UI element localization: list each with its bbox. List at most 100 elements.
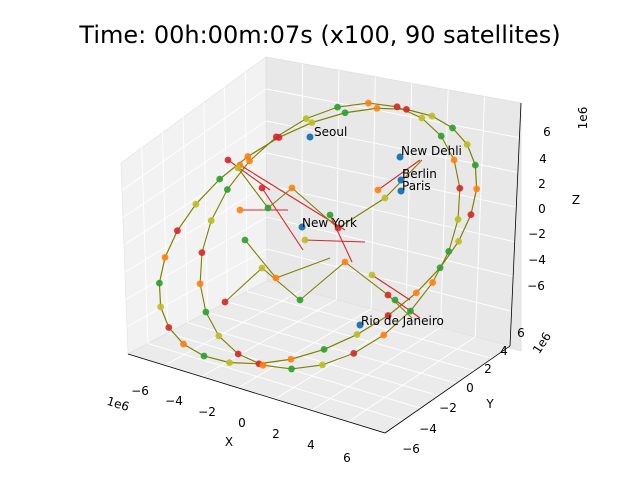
satellite-marker — [207, 217, 215, 225]
satellite-link — [344, 107, 378, 114]
satellite-marker — [221, 298, 229, 306]
grid-line — [121, 88, 267, 191]
city-marker-new-york — [298, 223, 306, 231]
satellite-link — [168, 327, 184, 345]
satellite-link — [415, 267, 441, 294]
satellite-marker — [226, 359, 233, 367]
grid-line — [301, 63, 303, 291]
satellite-link — [262, 364, 292, 370]
z-tick-labels: −6 −4 −2 0 2 4 6 — [527, 125, 551, 293]
grid-line — [125, 216, 267, 300]
grid-line — [126, 248, 268, 328]
y-tick-label: 6 — [517, 326, 525, 340]
satellite-link — [195, 178, 221, 205]
grid-line — [147, 343, 403, 422]
y-axis-label: Y — [485, 397, 494, 411]
satellite-link — [406, 108, 433, 117]
satellite-marker — [308, 119, 316, 127]
satellite-link — [337, 197, 386, 229]
satellite-marker — [246, 157, 253, 165]
x-axis-label: X — [225, 435, 233, 449]
grid-line — [237, 308, 372, 389]
grid-line — [164, 289, 302, 366]
x-tick-label: 6 — [343, 451, 351, 465]
grid-line — [207, 311, 457, 384]
grid-line — [187, 322, 439, 397]
satellite-marker — [436, 264, 444, 272]
y-tick-label: −2 — [439, 401, 457, 415]
satellite-marker — [157, 303, 165, 311]
satellite-marker — [454, 215, 462, 223]
satellite-link — [470, 188, 478, 215]
satellite-link — [276, 118, 307, 138]
grid-lines — [121, 63, 520, 423]
satellite-link — [290, 348, 325, 360]
satellite-marker — [301, 236, 309, 244]
satellite-link — [368, 102, 398, 108]
y-tick-labels: −6 −4 −2 0 2 4 6 — [402, 326, 525, 456]
satellite-link — [466, 144, 476, 166]
x-tick-label: −4 — [165, 394, 183, 408]
grid-line — [123, 152, 267, 246]
satellite-link — [311, 112, 346, 124]
y-tick-label: −6 — [402, 442, 420, 456]
satellite-marker — [224, 156, 232, 164]
satellite-link — [278, 122, 313, 138]
satellite-link — [291, 187, 339, 229]
satellite-marker — [334, 103, 341, 111]
satellite-marker — [287, 355, 295, 363]
satellite-link — [306, 106, 338, 120]
grid-line — [266, 216, 514, 278]
satellite-marker — [216, 175, 224, 183]
satellite-marker — [384, 312, 392, 319]
city-label: New Dehli — [401, 144, 462, 158]
grid-line — [161, 132, 169, 334]
satellite-link — [329, 214, 353, 263]
satellite-link — [275, 257, 331, 279]
satellite-marker — [200, 352, 208, 360]
satellite-marker — [373, 104, 381, 112]
satellite-marker — [341, 109, 349, 117]
grid-line — [266, 248, 512, 312]
satellite-marker — [180, 340, 187, 348]
satellite-link — [158, 283, 162, 307]
satellite-marker — [374, 186, 382, 194]
satellite-link — [448, 219, 459, 252]
grid-line — [141, 147, 149, 344]
satellite-link — [394, 299, 421, 319]
x-tick-labels: −6 −4 −2 0 2 4 6 — [131, 384, 351, 465]
satellite-marker — [234, 164, 242, 172]
satellite-link — [299, 261, 346, 301]
satellite-marker — [258, 184, 266, 192]
satellite-marker — [302, 115, 310, 123]
satellite-marker — [234, 350, 242, 358]
grid-line — [370, 76, 376, 309]
satellite-marker — [319, 361, 326, 369]
satellite-link — [344, 261, 389, 296]
satellite-marker — [428, 112, 436, 120]
satellite-marker — [165, 324, 173, 331]
z-axis-label: Z — [572, 193, 580, 207]
satellite-marker — [353, 331, 361, 338]
satellite-marker — [258, 264, 266, 272]
satellite-marker — [471, 161, 479, 169]
satellite-link — [322, 352, 354, 366]
x-tick-label: 0 — [238, 416, 246, 430]
satellite-link — [453, 159, 461, 189]
y-axis-line — [384, 345, 511, 434]
satellite-marker — [384, 291, 392, 299]
satellite-link — [371, 274, 411, 301]
satellite-marker — [391, 296, 399, 304]
y-tick-label: −4 — [419, 422, 437, 436]
axis-lines — [127, 102, 522, 434]
satellite-marker — [467, 211, 475, 219]
satellite-marker — [445, 247, 453, 255]
satellite-marker — [381, 194, 389, 202]
satellite-link — [410, 282, 434, 312]
satellite-marker — [412, 289, 420, 297]
satellite-marker — [341, 258, 349, 266]
z-tick-label: 6 — [543, 125, 551, 139]
y-tick-label: 0 — [466, 381, 474, 395]
satellite-link — [474, 165, 478, 189]
